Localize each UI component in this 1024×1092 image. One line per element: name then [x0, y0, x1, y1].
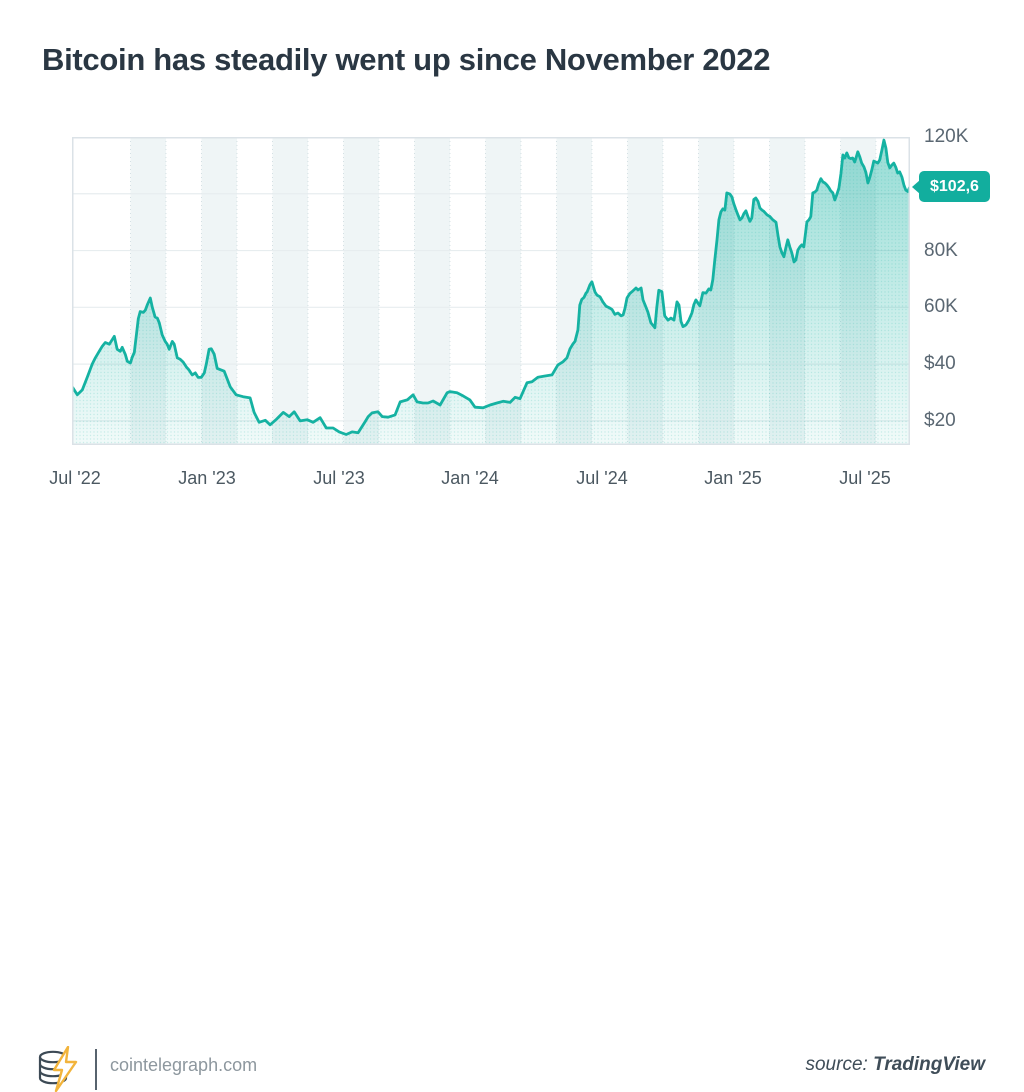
y-axis-label: 60K	[924, 296, 958, 317]
y-axis-label: $20	[924, 410, 956, 431]
bitcoin-price-chart: 120K 80K 60K $40 $20 Jul '22 Jan '23 Jul '23 Jan…	[0, 0, 1024, 600]
page-title: Bitcoin has steadily went up since Novem…	[42, 42, 771, 77]
plot-band	[272, 137, 308, 445]
price-line	[72, 138, 910, 436]
plot-band	[343, 137, 379, 445]
source-name: TradingView	[873, 1054, 985, 1075]
source-label: source:	[805, 1054, 868, 1075]
x-axis-label: Jan '25	[704, 468, 762, 488]
y-axis-label: $40	[924, 353, 956, 374]
x-axis-label: Jul '23	[313, 468, 365, 488]
x-axis-label: Jan '23	[178, 468, 236, 488]
x-axis-label: Jul '25	[839, 468, 891, 488]
brand-url: cointelegraph.com	[110, 1055, 258, 1075]
cointelegraph-logo-icon	[38, 1046, 78, 1092]
y-axis-label: 80K	[924, 240, 958, 261]
plot-band	[414, 137, 450, 445]
y-axis-label: 120K	[924, 126, 969, 147]
current-price-badge: $102,6	[919, 171, 990, 203]
footer-divider	[95, 1049, 97, 1090]
source-credit: source: TradingView	[805, 1054, 985, 1076]
chart-plot-area	[72, 137, 910, 445]
plot-band	[485, 137, 521, 445]
x-axis-label: Jul '22	[49, 468, 101, 488]
x-axis-label: Jan '24	[441, 468, 499, 488]
footer: cointelegraph.com source: TradingView	[0, 520, 1024, 1092]
x-axis-label: Jul '24	[576, 468, 628, 488]
